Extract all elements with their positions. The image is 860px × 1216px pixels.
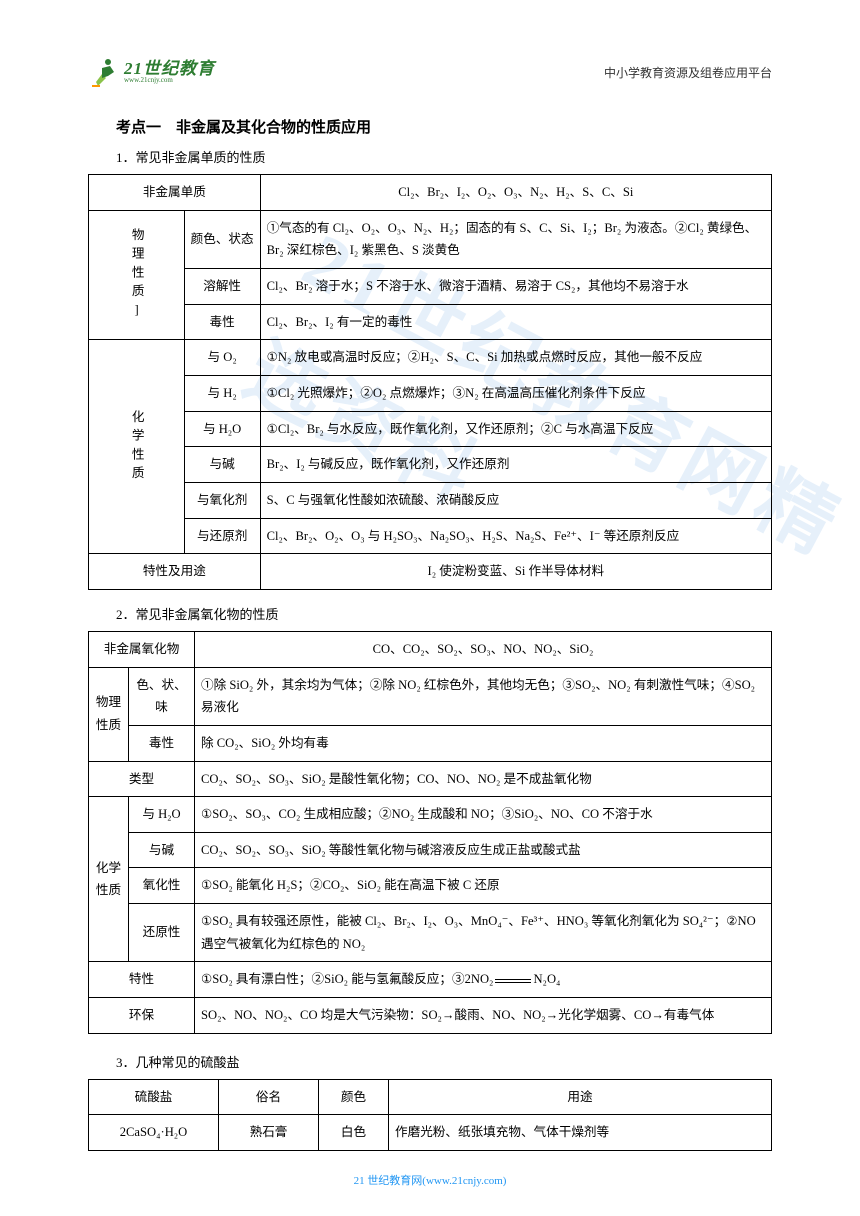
- page-content: 21世纪教育 www.21cnjy.com 中小学教育资源及组卷应用平台 考点一…: [88, 56, 772, 1151]
- section1-heading: 1．常见非金属单质的性质: [88, 147, 772, 166]
- t2-r5b: CO₂、SO₂、SO₃、SiO₂ 等酸性氧化物与碱溶液反应生成正盐或酸式盐: [195, 832, 772, 868]
- t3-r1d: 作磨光粉、纸张填充物、气体干燥剂等: [389, 1115, 772, 1151]
- t2-r3a: 类型: [89, 761, 195, 797]
- t1-r10b: I₂ 使淀粉变蓝、Si 作半导体材料: [260, 554, 771, 590]
- t2-r7a: 还原性: [129, 904, 195, 962]
- t1-r10a: 特性及用途: [89, 554, 261, 590]
- t2-r6b: ①SO₂ 能氧化 H₂S；②CO₂、SiO₂ 能在高温下被 C 还原: [195, 868, 772, 904]
- t2-r4a: 与 H₂O: [129, 797, 195, 833]
- t1-phys-label: 物理性质]: [89, 210, 185, 340]
- t2-r7b: ①SO₂ 具有较强还原性，能被 Cl₂、Br₂、I₂、O₃、MnO₄⁻、Fe³⁺…: [195, 904, 772, 962]
- t1-r9b: Cl₂、Br₂、O₂、O₃ 与 H₂SO₃、Na₂SO₃、H₂S、Na₂S、Fe…: [260, 518, 771, 554]
- section2-heading: 2．常见非金属氧化物的性质: [88, 604, 772, 623]
- t1-r4b: ①N₂ 放电或高温时反应；②H₂、S、C、Si 加热或点燃时反应，其他一般不反应: [260, 340, 771, 376]
- t2-r2a: 毒性: [129, 725, 195, 761]
- t3-h2: 俗名: [219, 1079, 319, 1115]
- table-sulfates: 硫酸盐 俗名 颜色 用途 2CaSO₄·H₂O 熟石膏 白色 作磨光粉、纸张填充…: [88, 1079, 772, 1151]
- header-tagline: 中小学教育资源及组卷应用平台: [604, 64, 772, 81]
- t2-header-right: CO、CO₂、SO₂、SO₃、NO、NO₂、SiO₂: [195, 631, 772, 667]
- t2-r5a: 与碱: [129, 832, 195, 868]
- t1-r7b: Br₂、I₂ 与碱反应，既作氧化剂，又作还原剂: [260, 447, 771, 483]
- table-nonmetal-elements: 非金属单质 Cl₂、Br₂、I₂、O₂、O₃、N₂、H₂、S、C、Si 物理性质…: [88, 174, 772, 590]
- t2-r2b: 除 CO₂、SiO₂ 外均有毒: [195, 725, 772, 761]
- t1-header-right: Cl₂、Br₂、I₂、O₂、O₃、N₂、H₂、S、C、Si: [260, 175, 771, 211]
- table-nonmetal-oxides: 非金属氧化物 CO、CO₂、SO₂、SO₃、NO、NO₂、SiO₂ 物理性质 色…: [88, 631, 772, 1034]
- t1-header-left: 非金属单质: [89, 175, 261, 211]
- t1-r2b: Cl₂、Br₂ 溶于水；S 不溶于水、微溶于酒精、易溶于 CS₂，其他均不易溶于…: [260, 268, 771, 304]
- t2-r8b-pre: ①SO₂ 具有漂白性；②SiO₂ 能与氢氟酸反应；③2NO₂: [201, 972, 493, 986]
- t3-h1: 硫酸盐: [89, 1079, 219, 1115]
- t2-phys-label: 物理性质: [89, 667, 129, 761]
- t2-r9a: 环保: [89, 998, 195, 1034]
- t2-header-left: 非金属氧化物: [89, 631, 195, 667]
- t3-h3: 颜色: [319, 1079, 389, 1115]
- t1-r1a: 颜色、状态: [184, 210, 260, 268]
- t2-r4b: ①SO₂、SO₃、CO₂ 生成相应酸；②NO₂ 生成酸和 NO；③SiO₂、NO…: [195, 797, 772, 833]
- t1-r2a: 溶解性: [184, 268, 260, 304]
- t2-r3b: CO₂、SO₂、SO₃、SiO₂ 是酸性氧化物；CO、NO、NO₂ 是不成盐氧化…: [195, 761, 772, 797]
- t1-r6b: ①Cl₂、Br₂ 与水反应，既作氧化剂，又作还原剂；②C 与水高温下反应: [260, 411, 771, 447]
- t2-r6a: 氧化性: [129, 868, 195, 904]
- t3-r1a: 2CaSO₄·H₂O: [89, 1115, 219, 1151]
- t1-r8a: 与氧化剂: [184, 482, 260, 518]
- t1-r5b: ①Cl₂ 光照爆炸；②O₂ 点燃爆炸；③N₂ 在高温高压催化剂条件下反应: [260, 375, 771, 411]
- t1-chem-label: 化学性质: [89, 340, 185, 554]
- t1-r8b: S、C 与强氧化性酸如浓硫酸、浓硝酸反应: [260, 482, 771, 518]
- t1-r1b: ①气态的有 Cl₂、O₂、O₃、N₂、H₂；固态的有 S、C、Si、I₂；Br₂…: [260, 210, 771, 268]
- t2-r8b-post: N₂O₄: [533, 972, 560, 986]
- logo-title: 21世纪教育: [124, 60, 215, 77]
- t3-h4: 用途: [389, 1079, 772, 1115]
- section3-heading: 3．几种常见的硫酸盐: [88, 1052, 772, 1071]
- t1-r3a: 毒性: [184, 304, 260, 340]
- t1-r5a: 与 H₂: [184, 375, 260, 411]
- t1-r7a: 与碱: [184, 447, 260, 483]
- t1-r3b: Cl₂、Br₂、I₂ 有一定的毒性: [260, 304, 771, 340]
- t3-r1c: 白色: [319, 1115, 389, 1151]
- t2-r8b: ①SO₂ 具有漂白性；②SiO₂ 能与氢氟酸反应；③2NO₂ N₂O₄: [195, 962, 772, 998]
- t2-chem-label: 化学性质: [89, 797, 129, 962]
- page-header: 21世纪教育 www.21cnjy.com 中小学教育资源及组卷应用平台: [88, 56, 772, 88]
- logo-subtitle: www.21cnjy.com: [124, 77, 215, 84]
- runner-icon: [88, 56, 120, 88]
- topic-title: 考点一 非金属及其化合物的性质应用: [88, 116, 772, 137]
- t2-r8a: 特性: [89, 962, 195, 998]
- t2-r1a: 色、状、味: [129, 667, 195, 725]
- t1-r4a: 与 O₂: [184, 340, 260, 376]
- t3-r1b: 熟石膏: [219, 1115, 319, 1151]
- page-footer: 21 世纪教育网(www.21cnjy.com): [0, 1172, 860, 1188]
- logo: 21世纪教育 www.21cnjy.com: [88, 56, 215, 88]
- t1-r9a: 与还原剂: [184, 518, 260, 554]
- t2-r9b: SO₂、NO、NO₂、CO 均是大气污染物：SO₂→酸雨、NO、NO₂→光化学烟…: [195, 998, 772, 1034]
- t2-r1b: ①除 SiO₂ 外，其余均为气体；②除 NO₂ 红棕色外，其他均无色；③SO₂、…: [195, 667, 772, 725]
- t1-r6a: 与 H₂O: [184, 411, 260, 447]
- equilibrium-icon: [495, 979, 531, 983]
